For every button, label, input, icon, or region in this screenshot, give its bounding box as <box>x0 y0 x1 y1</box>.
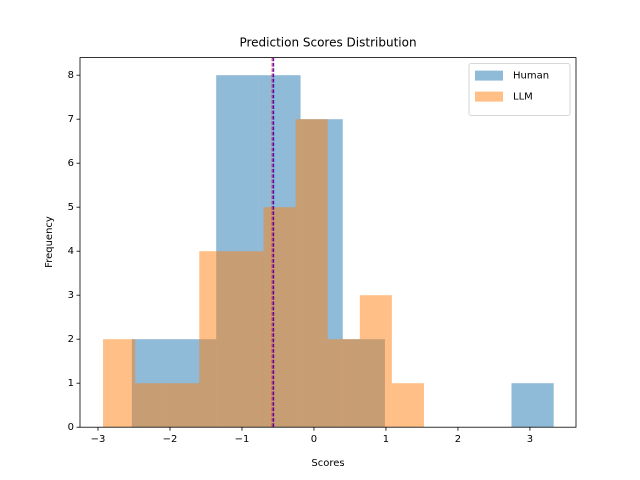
y-axis-label: Frequency <box>44 216 55 268</box>
y-tick-label: 0 <box>68 422 74 433</box>
y-tick-label: 2 <box>68 334 74 345</box>
legend-label: LLM <box>513 92 533 103</box>
bar <box>511 383 554 428</box>
bar <box>231 251 264 428</box>
bar <box>135 383 168 428</box>
y-tick-label: 6 <box>68 158 74 169</box>
x-tick-label: 3 <box>527 434 533 445</box>
y-tick-label: 8 <box>68 70 74 81</box>
y-tick-label: 3 <box>68 290 74 301</box>
bar <box>327 339 360 428</box>
legend-swatch <box>475 70 503 81</box>
y-tick-label: 4 <box>68 246 74 257</box>
x-tick-label: 2 <box>455 434 461 445</box>
chart-title: Prediction Scores Distribution <box>239 36 416 50</box>
bar <box>359 295 392 428</box>
bar <box>199 251 232 428</box>
legend-swatch <box>475 91 503 102</box>
legend-label: Human <box>513 71 549 82</box>
y-tick-label: 5 <box>68 202 74 213</box>
bar <box>295 119 328 428</box>
y-tick-label: 1 <box>68 378 74 389</box>
bar <box>167 383 200 428</box>
x-tick-label: 1 <box>383 434 389 445</box>
x-axis-label: Scores <box>311 458 344 469</box>
bar <box>391 383 424 428</box>
x-tick-label: −3 <box>91 434 106 445</box>
bar <box>103 339 136 428</box>
x-tick-label: −1 <box>235 434 250 445</box>
bar <box>263 207 296 428</box>
y-tick-label: 7 <box>68 114 74 125</box>
legend: Human LLM <box>468 63 571 116</box>
x-tick-label: 0 <box>311 434 317 445</box>
x-tick-label: −2 <box>163 434 178 445</box>
plot-frame <box>79 57 577 428</box>
